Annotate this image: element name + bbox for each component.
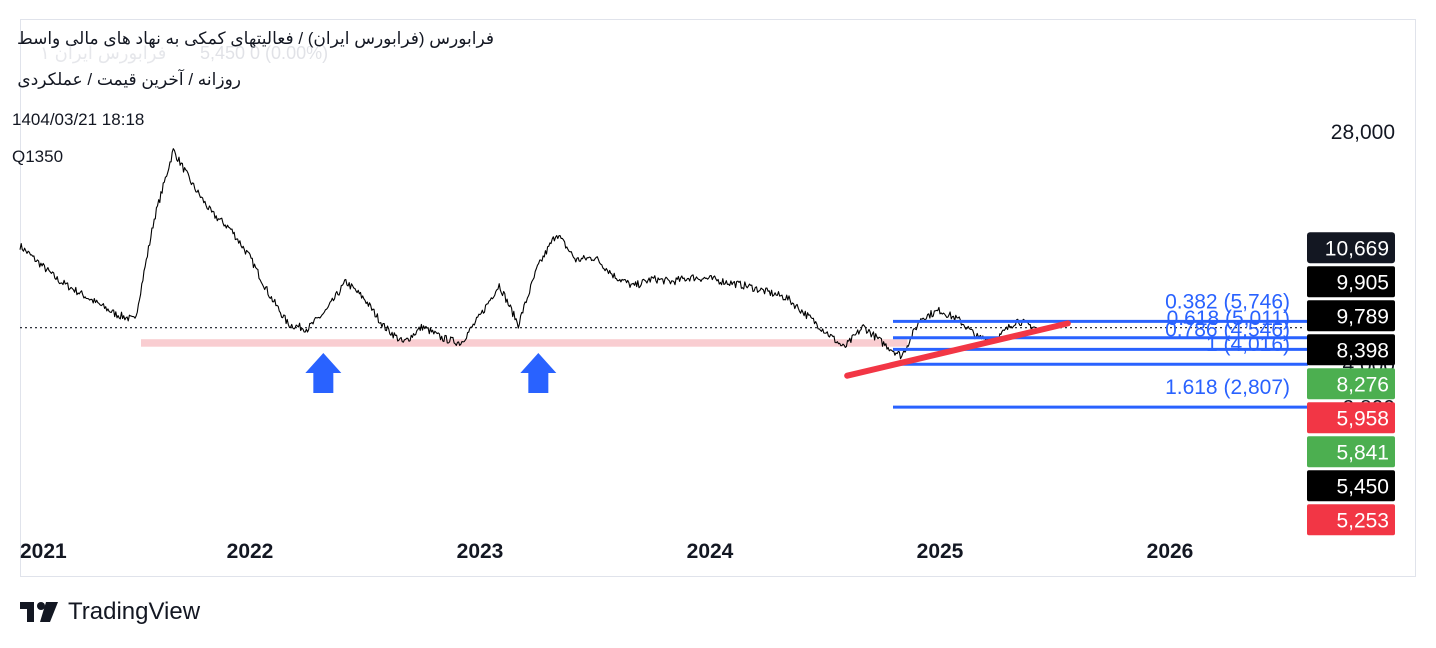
price-label-box [1307, 300, 1395, 332]
price-label-box [1307, 266, 1395, 298]
up-arrow-icon [520, 352, 557, 393]
chart-subtitle: روزانه / آخرین قیمت / عملکردی [17, 70, 241, 89]
price-label-box [1307, 402, 1395, 434]
price-label-box [1307, 232, 1395, 264]
price-label-text: 8,276 [1336, 373, 1389, 396]
price-label-text: 5,253 [1336, 509, 1389, 532]
x-tick-label: 2026 [1147, 540, 1194, 563]
trendline [844, 320, 1071, 379]
chart-frame[interactable] [20, 19, 1416, 577]
fib-level-label: 1 (4,016) [1206, 333, 1290, 356]
x-tick-label: 2025 [917, 540, 964, 563]
price-label-text: 9,789 [1336, 305, 1389, 328]
price-series-line [19, 148, 1037, 360]
price-label-box [1307, 470, 1395, 502]
price-label-text: 5,450 [1336, 475, 1389, 498]
y-tick-label: 28,000 [1331, 121, 1395, 144]
fib-level-label: 0.382 (5,746) [1165, 290, 1290, 313]
price-label-box [1307, 436, 1395, 468]
ghost-legend: 5,450 0 (0.00%) [200, 43, 329, 63]
price-label-text: 9,905 [1336, 271, 1389, 294]
price-label-box [1307, 504, 1395, 536]
price-label-text: 5,841 [1336, 441, 1389, 464]
up-arrow-icon [305, 352, 342, 393]
fib-level-label: 1.618 (2,807) [1165, 376, 1290, 399]
fib-level-label: 0.618 (5,011) [1167, 307, 1290, 330]
price-label-text: 8,398 [1336, 339, 1389, 362]
x-tick-label: 2022 [227, 540, 274, 563]
chart-title: فرابورس (فرابورس ایران) / فعالیتهای کمکی… [16, 29, 494, 48]
x-tick-label: 2023 [457, 540, 504, 563]
support-zone [141, 339, 908, 347]
x-tick-label: 2021 [20, 540, 67, 563]
x-tick-label: 2024 [687, 540, 734, 563]
chart-datetime: 1404/03/21 18:18 [12, 110, 145, 129]
fib-level-label: 0.786 (4,546) [1165, 318, 1290, 341]
watermark: فرابورس ایران ۱ [40, 43, 167, 63]
tradingview-logo[interactable]: TradingView [20, 598, 200, 626]
price-label-box [1307, 334, 1395, 366]
price-label-box [1307, 368, 1395, 400]
price-label-text: 10,669 [1325, 237, 1389, 260]
price-label-text: 5,958 [1336, 407, 1389, 430]
tradingview-logo-icon [20, 602, 58, 622]
tradingview-brand-name: TradingView [68, 598, 201, 625]
symbol-code: Q1350 [12, 147, 64, 166]
